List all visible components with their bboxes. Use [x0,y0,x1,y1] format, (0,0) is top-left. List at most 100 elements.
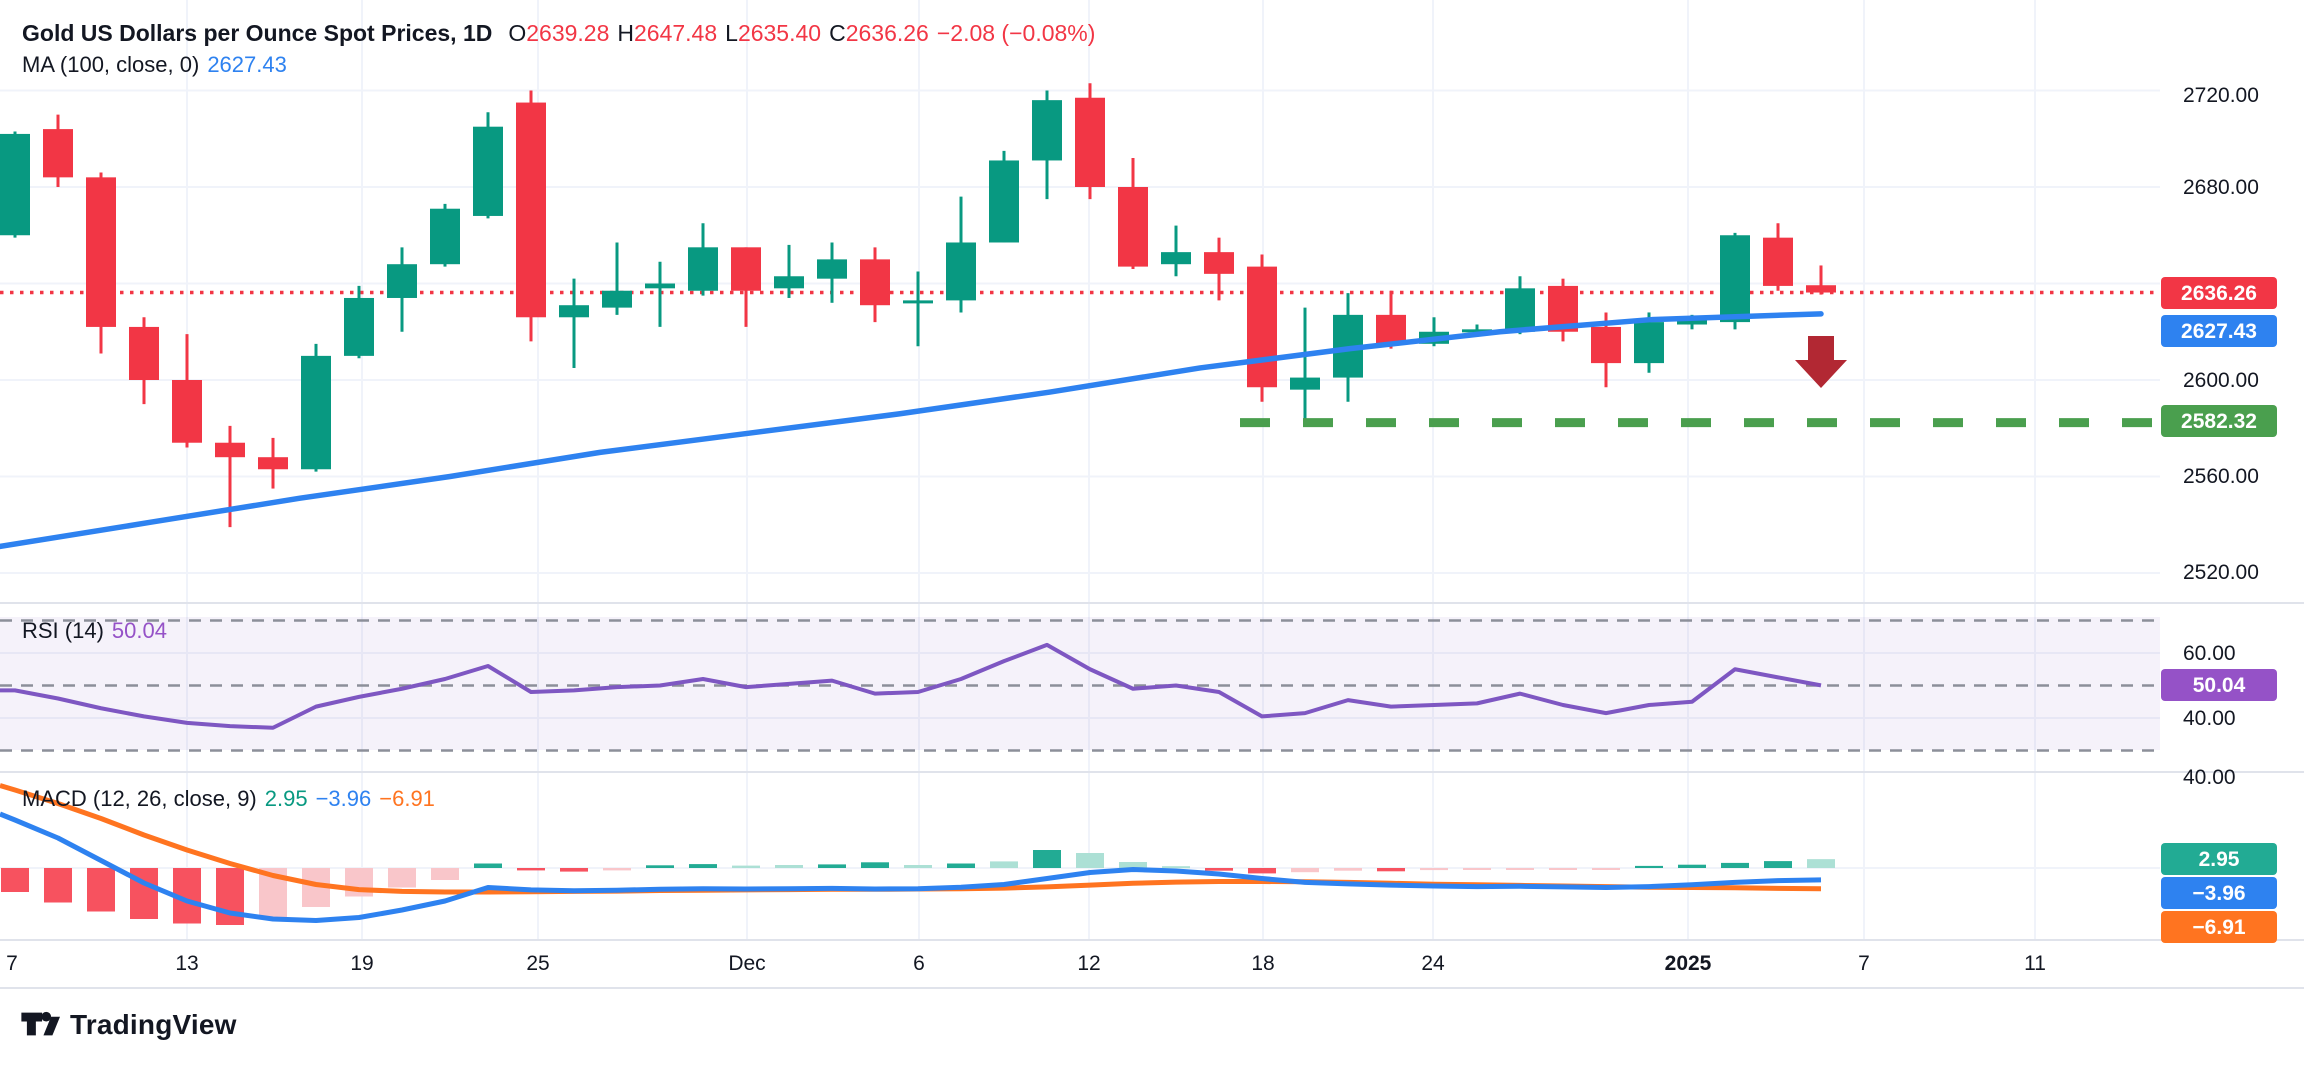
candle[interactable] [731,247,761,327]
macd-histogram-bar[interactable] [603,868,631,871]
macd-histogram-bar[interactable] [732,865,760,868]
candle[interactable] [688,223,718,296]
price-axis[interactable]: 2720.00 2680.00 2600.00 2560.00 2520.00 60.00… [2161,84,2277,943]
rsi-legend[interactable]: RSI (14) 50.04 [22,618,167,644]
candle[interactable] [86,172,116,354]
macd-line-value: −3.96 [315,786,372,811]
candle[interactable] [1118,158,1148,270]
svg-text:2627.43: 2627.43 [2181,320,2257,343]
candle[interactable] [172,334,202,448]
candle[interactable] [43,114,73,187]
candle[interactable] [1376,290,1406,349]
macd-histogram-bar[interactable] [1592,868,1620,870]
candle[interactable] [1075,83,1105,200]
price-axis-label: 2520.00 [2183,561,2259,584]
candle[interactable] [0,131,30,238]
macd-histogram-bar[interactable] [990,861,1018,868]
candle[interactable] [344,285,374,359]
candle[interactable] [989,150,1019,243]
time-axis-label: 19 [350,952,373,975]
time-axis-label: 7 [6,952,18,975]
macd-histogram-bar[interactable] [1119,862,1147,868]
close-value: 2636.26 [845,20,929,46]
tradingview-logo[interactable]: TradingView [20,1006,237,1044]
ma-value: 2627.43 [207,52,287,77]
macd-histogram-bar[interactable] [646,865,674,868]
price-axis-badge: 2.95 [2161,843,2277,875]
candle[interactable] [1204,237,1234,301]
candle[interactable] [1720,232,1750,330]
macd-histogram-bar[interactable] [1,868,29,892]
macd-histogram-bar[interactable] [1635,865,1663,868]
price-axis-label: 2680.00 [2183,176,2259,199]
macd-histogram-bar[interactable] [1678,864,1706,868]
macd-histogram-bar[interactable] [1205,868,1233,871]
candle[interactable] [559,278,589,368]
macd-histogram-bar[interactable] [1248,868,1276,874]
chart-legend[interactable]: Gold US Dollars per Ounce Spot Prices, 1… [22,20,1095,47]
macd-histogram-bar[interactable] [1506,868,1534,870]
macd-histogram-bar[interactable] [1420,868,1448,871]
candle[interactable] [516,90,546,342]
candle[interactable] [1591,312,1621,388]
macd-histogram-bar[interactable] [44,868,72,903]
candle[interactable] [473,112,503,219]
candle[interactable] [1032,90,1062,200]
macd-histogram-bar[interactable] [1291,868,1319,873]
candle[interactable] [1806,265,1836,295]
candle[interactable] [1763,223,1793,291]
candle[interactable] [774,244,804,298]
candle[interactable] [817,242,847,303]
macd-histogram-bar[interactable] [1549,868,1577,870]
macd-histogram-bar[interactable] [1721,862,1749,868]
candle[interactable] [860,247,890,323]
candle[interactable] [430,203,460,267]
macd-histogram-bar[interactable] [1033,850,1061,868]
price-axis-badge: −3.96 [2161,877,2277,909]
macd-histogram-bar[interactable] [517,868,545,871]
macd-histogram-bar[interactable] [689,864,717,868]
macd-histogram-bar[interactable] [560,868,588,872]
macd-histogram-bar[interactable] [431,868,459,880]
macd-histogram-bar[interactable] [1162,866,1190,869]
candle[interactable] [1548,278,1578,342]
macd-histogram-bar[interactable] [1764,861,1792,868]
macd-histogram-bar[interactable] [1463,868,1491,870]
candle[interactable] [645,261,675,327]
macd-label: MACD (12, 26, close, 9) [22,786,257,811]
candle[interactable] [129,317,159,405]
candle[interactable] [602,242,632,315]
down-arrow-marker[interactable] [1795,336,1847,388]
time-axis[interactable]: 7 13 19 25 Dec 6 12 18 24 2025 7 11 [6,952,2046,975]
ma-legend[interactable]: MA (100, close, 0) 2627.43 [22,52,287,78]
macd-histogram-bar[interactable] [775,865,803,868]
macd-histogram-bar[interactable] [861,862,889,868]
macd-histogram-bar[interactable] [818,864,846,868]
macd-histogram-bar[interactable] [1807,859,1835,868]
time-axis-label: 25 [526,952,549,975]
macd-histogram-bar[interactable] [1377,868,1405,872]
candle[interactable] [301,343,331,472]
price-axis-label: 40.00 [2183,707,2236,730]
candle[interactable] [946,196,976,313]
candle[interactable] [1505,276,1535,335]
macd-legend[interactable]: MACD (12, 26, close, 9) 2.95 −3.96 −6.91 [22,786,435,812]
candle[interactable] [387,247,417,332]
macd-histogram-bar[interactable] [947,863,975,869]
candle[interactable] [1290,307,1320,422]
price-axis-label: 60.00 [2183,642,2236,665]
macd-histogram-bar[interactable] [87,868,115,912]
macd-histogram-bar[interactable] [904,865,932,868]
macd-histogram-bar[interactable] [1334,868,1362,871]
candle[interactable] [1161,225,1191,277]
candle[interactable] [1247,254,1277,402]
macd-histogram-bar[interactable] [474,863,502,869]
macd-histogram-bar[interactable] [388,868,416,888]
macd-histogram-bar[interactable] [1076,853,1104,868]
open-label: O [508,20,527,46]
candle[interactable] [903,271,933,347]
candle[interactable] [258,437,288,489]
high-value: 2647.48 [634,20,718,46]
